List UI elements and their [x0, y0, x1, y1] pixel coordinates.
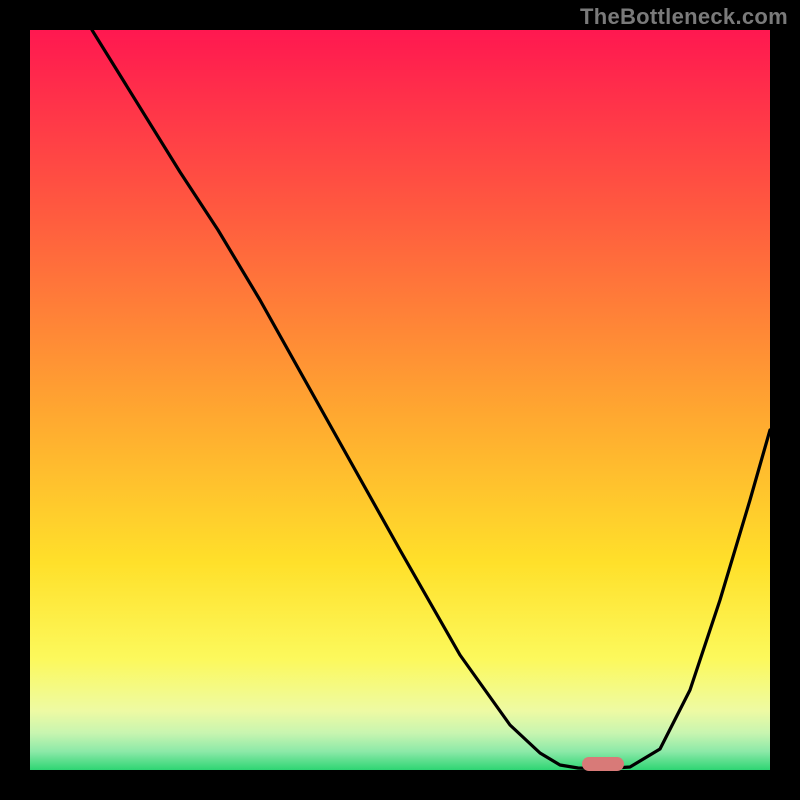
- bottleneck-chart: [30, 30, 770, 770]
- optimal-marker: [582, 757, 624, 771]
- bottleneck-curve: [92, 30, 770, 769]
- watermark-text: TheBottleneck.com: [580, 4, 788, 30]
- curve-layer: [30, 30, 770, 770]
